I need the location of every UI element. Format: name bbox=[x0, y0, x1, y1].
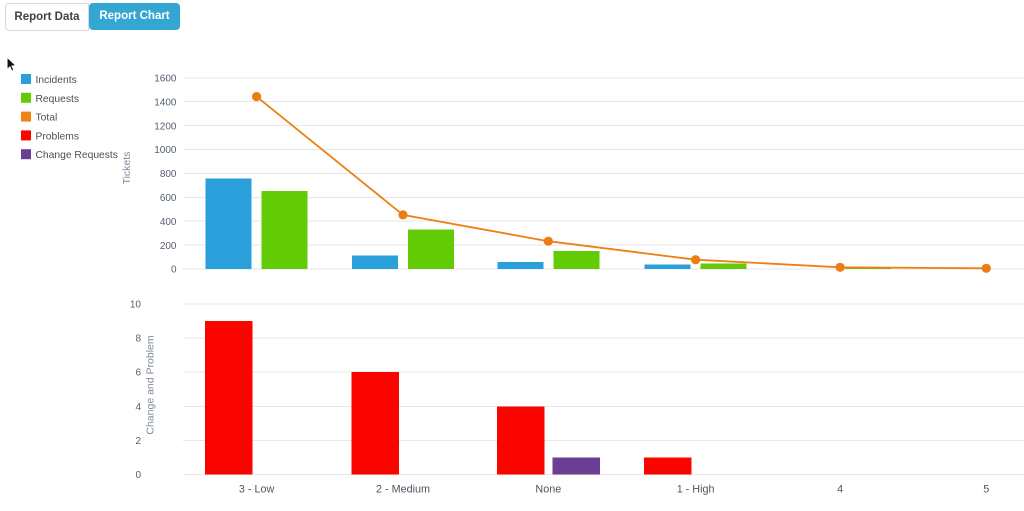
svg-text:1200: 1200 bbox=[154, 121, 177, 132]
svg-text:4: 4 bbox=[135, 402, 141, 413]
svg-text:6: 6 bbox=[135, 368, 141, 379]
svg-text:1000: 1000 bbox=[154, 145, 177, 156]
svg-text:1 - High: 1 - High bbox=[677, 484, 715, 496]
svg-text:200: 200 bbox=[160, 241, 177, 252]
svg-text:Tickets: Tickets bbox=[121, 152, 133, 185]
svg-text:3 - Low: 3 - Low bbox=[239, 484, 275, 496]
svg-text:8: 8 bbox=[135, 334, 141, 345]
svg-text:0: 0 bbox=[135, 470, 141, 481]
svg-text:2: 2 bbox=[135, 436, 141, 447]
svg-text:5: 5 bbox=[983, 484, 989, 496]
svg-text:Problems: Problems bbox=[36, 131, 80, 142]
svg-text:Change Requests: Change Requests bbox=[36, 150, 118, 161]
svg-text:400: 400 bbox=[160, 217, 177, 228]
svg-text:Requests: Requests bbox=[36, 94, 80, 105]
svg-text:0: 0 bbox=[171, 265, 177, 276]
svg-text:Change and Problem: Change and Problem bbox=[145, 335, 157, 434]
svg-text:Incidents: Incidents bbox=[36, 75, 77, 86]
svg-text:Total: Total bbox=[36, 113, 58, 124]
svg-text:1400: 1400 bbox=[154, 97, 177, 108]
svg-text:10: 10 bbox=[130, 300, 142, 311]
svg-text:None: None bbox=[535, 484, 561, 496]
svg-text:4: 4 bbox=[837, 484, 843, 496]
svg-text:1600: 1600 bbox=[154, 74, 177, 85]
svg-text:2 - Medium: 2 - Medium bbox=[376, 484, 430, 496]
svg-text:600: 600 bbox=[160, 193, 177, 204]
svg-text:800: 800 bbox=[160, 169, 177, 180]
